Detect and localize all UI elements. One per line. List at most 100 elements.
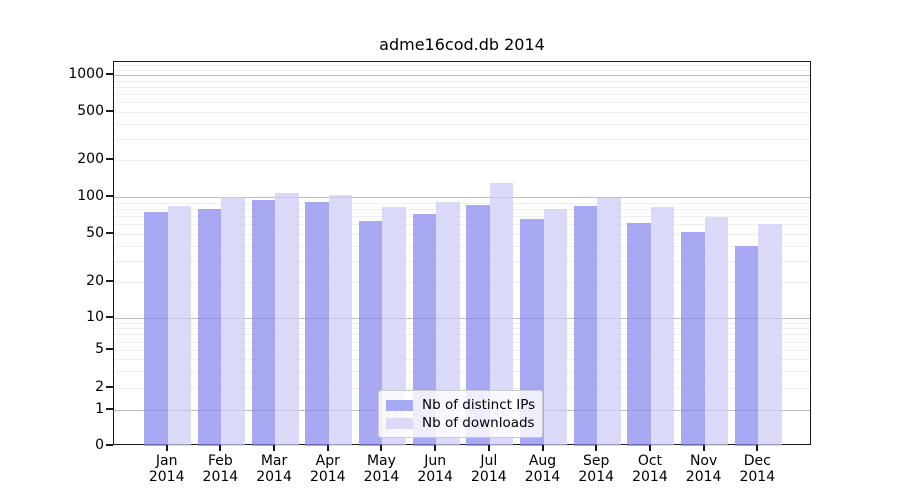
gridline-minor-90 — [114, 202, 810, 204]
gridline-minor-1100 — [114, 69, 810, 71]
y-tick-label-200: 200 — [77, 151, 104, 167]
bar-distinct-ips-jan — [144, 212, 168, 446]
gridline-minor-4 — [114, 359, 810, 361]
gridline-minor-400 — [114, 123, 810, 125]
bar-distinct-ips-mar — [251, 199, 276, 446]
bar-downloads-oct — [650, 206, 675, 446]
y-tick-label-100: 100 — [77, 188, 104, 204]
bar-downloads-jan — [167, 205, 192, 446]
y-tick-mark-10 — [106, 316, 113, 318]
y-tick-mark-50 — [106, 232, 113, 234]
bar-downloads-feb — [221, 197, 245, 446]
x-tick-label-apr: Apr 2014 — [309, 453, 346, 485]
gridline-major-100 — [114, 197, 810, 198]
x-tick-mark-jan — [165, 445, 168, 451]
y-tick-mark-20 — [106, 280, 113, 282]
y-tick-mark-1000 — [106, 73, 113, 75]
bar-distinct-ips-may — [358, 220, 383, 446]
gridline-major-1000 — [114, 75, 810, 76]
bar-downloads-dec — [758, 224, 782, 446]
x-tick-label-nov: Nov 2014 — [685, 453, 722, 485]
y-tick-mark-2 — [106, 386, 113, 388]
gridline-minor-800 — [114, 86, 810, 88]
bar-downloads-aug — [543, 208, 568, 446]
legend-item-distinct-ips: Nb of distinct IPs — [386, 396, 535, 414]
x-tick-mark-jul — [487, 445, 490, 451]
gridline-minor-40 — [114, 245, 810, 247]
x-tick-label-dec: Dec 2014 — [739, 453, 776, 485]
bar-distinct-ips-jun — [412, 213, 437, 446]
gridline-minor-700 — [114, 94, 810, 96]
y-tick-label-2: 2 — [95, 379, 104, 395]
gridline-minor-200 — [114, 160, 810, 161]
x-tick-label-jul: Jul 2014 — [471, 453, 507, 485]
y-tick-mark-0 — [106, 444, 113, 446]
gridline-minor-500 — [114, 112, 810, 113]
bar-distinct-ips-aug — [520, 219, 544, 446]
gridline-minor-6 — [114, 341, 810, 343]
y-tick-mark-1 — [106, 408, 113, 410]
bar-downloads-mar — [275, 192, 299, 446]
gridline-minor-3 — [114, 371, 810, 373]
y-tick-label-20: 20 — [86, 273, 104, 289]
x-tick-mark-apr — [326, 445, 329, 451]
plot-area — [113, 61, 811, 446]
y-tick-label-10: 10 — [86, 309, 104, 325]
x-tick-mark-oct — [648, 445, 651, 451]
legend-swatch-downloads — [386, 417, 413, 429]
y-tick-label-500: 500 — [77, 103, 104, 119]
x-tick-label-oct: Oct 2014 — [632, 453, 668, 485]
y-tick-mark-500 — [106, 110, 113, 112]
x-tick-mark-aug — [541, 445, 544, 451]
gridline-minor-9 — [114, 322, 810, 324]
bar-downloads-nov — [704, 216, 729, 446]
gridline-minor-300 — [114, 138, 810, 140]
gridline-minor-30 — [114, 260, 810, 262]
gridline-minor-2 — [114, 388, 810, 389]
y-tick-mark-100 — [106, 195, 113, 197]
x-tick-mark-may — [380, 445, 383, 451]
bar-distinct-ips-apr — [305, 202, 329, 446]
legend-item-downloads: Nb of downloads — [386, 414, 535, 432]
gridline-minor-80 — [114, 208, 810, 210]
legend: Nb of distinct IPs Nb of downloads — [378, 390, 543, 438]
x-tick-label-mar: Mar 2014 — [256, 453, 292, 485]
gridline-minor-600 — [114, 102, 810, 104]
bar-downloads-jun — [436, 202, 460, 446]
x-tick-label-sep: Sep 2014 — [578, 453, 615, 485]
gridline-minor-20 — [114, 282, 810, 283]
bar-distinct-ips-nov — [681, 231, 705, 446]
x-tick-label-jun: Jun 2014 — [417, 453, 453, 485]
bar-distinct-ips-oct — [627, 222, 651, 446]
x-tick-label-may: May 2014 — [363, 453, 400, 485]
y-tick-mark-200 — [106, 158, 113, 160]
y-tick-label-5: 5 — [95, 341, 104, 357]
bar-downloads-apr — [328, 195, 353, 446]
y-tick-label-1000: 1000 — [68, 66, 104, 82]
bar-distinct-ips-jul — [466, 205, 490, 446]
chart-title: adme16cod.db 2014 — [379, 35, 545, 54]
bar-downloads-sep — [597, 198, 621, 446]
legend-label-downloads: Nb of downloads — [422, 415, 535, 431]
x-tick-label-feb: Feb 2014 — [202, 453, 239, 485]
gridline-minor-900 — [114, 80, 810, 82]
x-tick-mark-dec — [756, 445, 759, 451]
y-tick-label-0: 0 — [95, 437, 104, 453]
x-tick-mark-mar — [273, 445, 276, 451]
y-tick-label-1: 1 — [95, 401, 104, 417]
gridline-minor-50 — [114, 234, 810, 235]
gridline-major-10 — [114, 318, 810, 319]
x-tick-mark-jun — [434, 445, 437, 451]
x-tick-mark-feb — [219, 445, 222, 451]
y-tick-label-50: 50 — [86, 225, 104, 241]
bar-distinct-ips-sep — [573, 206, 598, 446]
bar-downloads-jul — [489, 182, 514, 446]
legend-swatch-distinct-ips — [386, 399, 413, 411]
gridline-minor-8 — [114, 328, 810, 330]
gridline-minor-70 — [114, 216, 810, 218]
gridline-minor-7 — [114, 334, 810, 336]
x-tick-label-aug: Aug 2014 — [524, 453, 561, 485]
y-tick-mark-5 — [106, 348, 113, 350]
gridline-minor-5 — [114, 350, 810, 351]
